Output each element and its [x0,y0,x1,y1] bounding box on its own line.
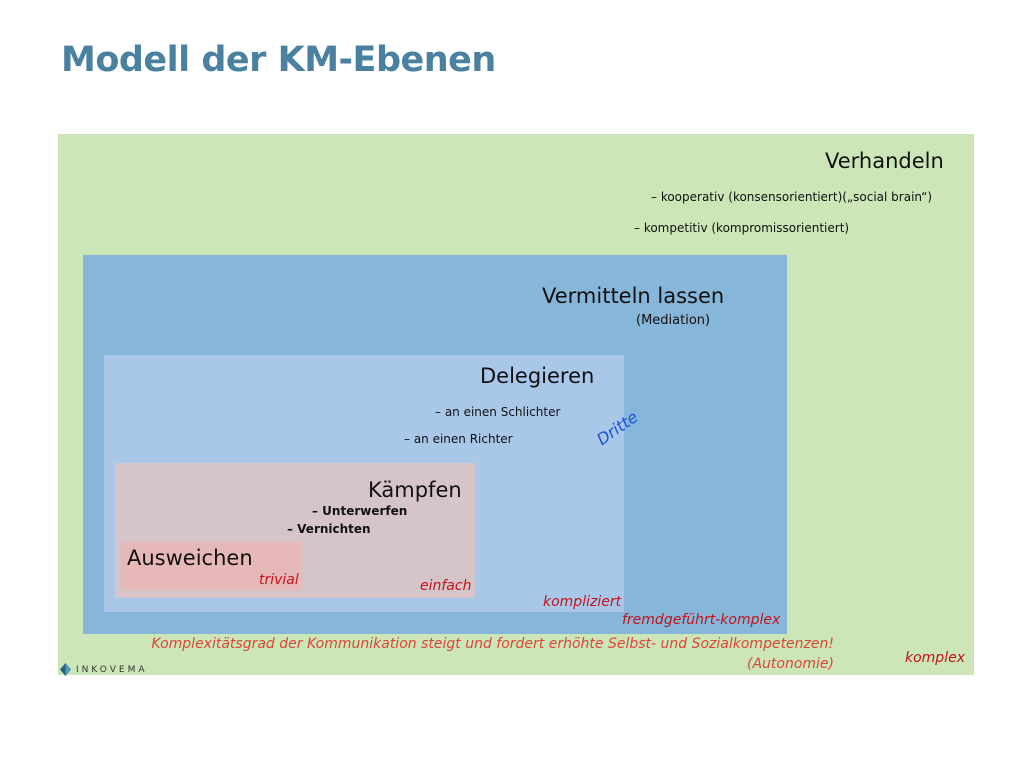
complexity-kompliziert: kompliziert [543,594,622,610]
complexity-komplex: komplex [905,650,965,666]
level-verhandeln-heading: Verhandeln [825,149,944,173]
level-verhandeln-item-1: – kooperativ (konsensorientiert)(„social… [651,190,933,204]
page-title: Modell der KM-Ebenen [61,40,496,80]
level-kaempfen-item-1: – Unterwerfen [312,504,408,518]
level-verhandeln-item-2: – kompetitiv (kompromissorientiert) [634,221,850,235]
complexity-trivial: trivial [259,572,299,588]
inkovema-logo-text: INKOVEMA [76,664,148,675]
complexity-einfach: einfach [420,578,472,594]
level-kaempfen-heading: Kämpfen [368,478,462,502]
level-ausweichen-heading: Ausweichen [127,546,253,570]
level-kaempfen-item-2: – Vernichten [287,522,371,536]
level-vermitteln-heading: Vermitteln lassen [542,284,725,308]
complexity-footnote: Komplexitätsgrad der Kommunikation steig… [74,634,834,674]
inkovema-leaf-icon [60,663,71,676]
level-delegieren-item-2: – an einen Richter [404,432,513,446]
level-delegieren-item-1: – an einen Schlichter [435,405,561,419]
complexity-fremdgefuehrt-komplex: fremdgeführt-komplex [622,612,781,628]
complexity-footnote-line-2: (Autonomie) [746,656,834,672]
level-delegieren-heading: Delegieren [480,364,595,388]
inkovema-logo: INKOVEMA [60,663,148,676]
level-ausweichen-box [121,542,301,590]
complexity-footnote-line-1: Komplexitätsgrad der Kommunikation steig… [151,636,834,652]
level-vermitteln-subtitle: (Mediation) [636,313,711,328]
